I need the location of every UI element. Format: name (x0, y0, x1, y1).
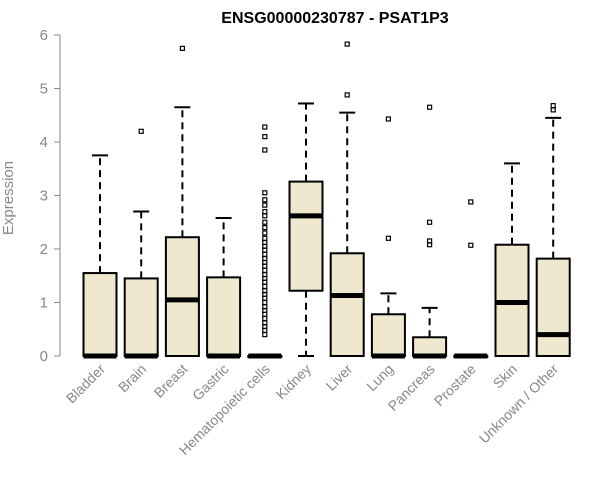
outlier-point (262, 202, 268, 208)
y-axis-label: Expression (0, 161, 17, 235)
outlier-point (262, 213, 268, 219)
category-label: Bladder (63, 361, 109, 407)
outlier-point (427, 104, 433, 110)
box-7 (370, 116, 406, 359)
boxes-layer (82, 41, 571, 359)
outlier-point (262, 267, 268, 273)
outlier-point (427, 238, 433, 244)
outlier-point (262, 190, 268, 196)
outlier-point (262, 251, 268, 257)
outlier-point (550, 107, 556, 113)
outlier-point (262, 299, 268, 306)
category-label: Prostate (431, 361, 479, 409)
box-2 (164, 45, 200, 357)
y-tick-label: 0 (40, 348, 48, 365)
box-11 (535, 103, 571, 358)
box-0 (82, 154, 118, 359)
box-body (82, 272, 118, 358)
y-tick-label: 6 (40, 27, 48, 44)
box-10 (494, 162, 530, 357)
y-tick-label: 5 (40, 81, 48, 98)
outlier-point (262, 208, 268, 215)
outlier-point (179, 45, 185, 51)
box-3 (206, 216, 242, 359)
outlier-point (262, 315, 268, 322)
outlier-point (262, 124, 268, 130)
box-body (370, 313, 406, 357)
category-label: Lung (363, 361, 396, 394)
outlier-point (427, 219, 433, 225)
outlier-point (262, 235, 268, 241)
outlier-point (344, 92, 350, 98)
y-axis: 0 1 2 3 4 5 6 (40, 27, 61, 365)
box-body (288, 180, 324, 292)
outlier-point (262, 225, 268, 231)
outlier-point (262, 332, 268, 338)
y-tick-label: 3 (40, 188, 48, 205)
outlier-point (138, 128, 144, 134)
box-9 (453, 199, 489, 359)
outlier-point (468, 199, 474, 205)
box-body (164, 236, 200, 357)
outlier-point (262, 134, 268, 140)
outlier-point (262, 197, 268, 203)
outlier-point (344, 41, 350, 47)
y-tick-label: 2 (40, 241, 48, 258)
box-4 (247, 124, 283, 359)
box-body (535, 257, 571, 358)
category-label: Skin (490, 361, 521, 392)
outlier-point (262, 283, 268, 290)
outlier-point (262, 219, 268, 225)
box-6 (329, 41, 365, 357)
outlier-point (385, 235, 391, 241)
outlier-point (550, 103, 556, 109)
box-5 (288, 102, 324, 357)
y-tick-label: 4 (40, 134, 48, 151)
y-tick-label: 1 (40, 295, 48, 312)
box-body (412, 336, 448, 357)
box-8 (412, 104, 448, 359)
category-label: Liver (323, 361, 356, 394)
box-body (123, 277, 159, 357)
box-1 (123, 128, 159, 359)
outlier-point (385, 116, 391, 122)
outlier-point (468, 242, 474, 248)
chart-title: ENSG00000230787 - PSAT1P3 (221, 10, 449, 27)
outlier-point (262, 230, 268, 236)
outlier-point (262, 147, 268, 153)
box-body (206, 276, 242, 358)
category-label: Breast (151, 361, 191, 401)
category-label: Brain (115, 361, 149, 395)
category-label: Kidney (273, 361, 315, 403)
box-body (329, 252, 365, 357)
